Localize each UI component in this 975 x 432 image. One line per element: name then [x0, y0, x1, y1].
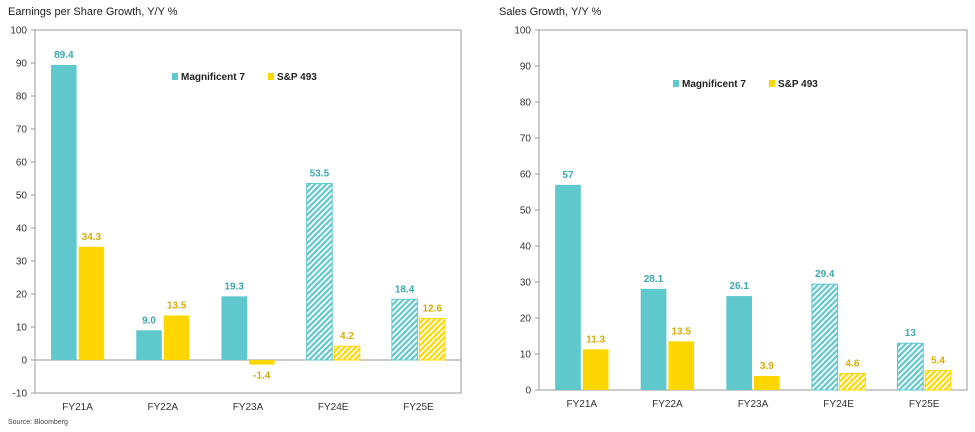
bar-s-p-493-fy22a: [668, 341, 695, 390]
data-label-s-p-493-fy22a: 13.5: [167, 300, 187, 311]
data-label-magnificent-7-fy24e: 53.5: [310, 168, 330, 179]
bar-magnificent-7-fy21a: [555, 184, 581, 390]
y-tick-label: 20: [16, 290, 28, 301]
bar-magnificent-7-fy22a: [640, 288, 667, 390]
x-tick-label-fy23a: FY23A: [233, 402, 264, 413]
y-tick-label: 50: [520, 206, 532, 217]
bar-magnificent-7-fy21a: [51, 64, 77, 360]
bar-magnificent-7-fy22a: [136, 330, 162, 360]
chart-title: Earnings per Share Growth, Y/Y %: [8, 6, 178, 18]
data-label-magnificent-7-fy24e: 29.4: [815, 269, 835, 280]
bar-magnificent-7-fy25e: [391, 298, 418, 361]
y-tick-label: 40: [520, 242, 532, 253]
y-tick-label: 100: [514, 26, 531, 37]
y-tick-label: 30: [16, 257, 28, 268]
sales-growth-chart: Sales Growth, Y/Y % 0 10 20 30 40 50 60 70 80 90 1…: [490, 0, 975, 415]
data-label-s-p-493-fy23a: 3.9: [760, 361, 774, 372]
data-label-s-p-493-fy24e: 4.2: [340, 331, 354, 342]
data-label-magnificent-7-fy25e: 18.4: [395, 284, 415, 295]
legend: Magnificent 7 S&P 493: [172, 72, 317, 83]
x-tick-label-fy22a: FY22A: [652, 399, 683, 410]
x-tick-label-fy25e: FY25E: [909, 399, 940, 410]
y-tick-label: 10: [520, 350, 532, 361]
y-tick-label: 60: [16, 158, 28, 169]
y-tick-label: -10: [13, 389, 28, 400]
y-tick-label: 20: [520, 314, 532, 325]
plot-area-frame: [34, 29, 462, 394]
legend-label-magnificent-7: Magnificent 7: [181, 72, 245, 83]
data-label-magnificent-7-fy21a: 89.4: [54, 50, 74, 61]
data-label-s-p-493-fy24e: 4.6: [845, 358, 859, 369]
legend-label-s-p-493: S&P 493: [778, 79, 818, 90]
data-label-s-p-493-fy22a: 13.5: [672, 326, 692, 337]
bar-s-p-493-fy24e: [839, 372, 866, 391]
legend-swatch-s-p-493: [268, 73, 274, 80]
bar-s-p-493-fy23a: [249, 360, 275, 365]
bar-magnificent-7-fy23a: [726, 296, 752, 390]
x-tick-label-fy22a: FY22A: [148, 402, 179, 413]
data-label-s-p-493-fy23a: -1.4: [253, 371, 271, 382]
data-label-magnificent-7-fy22a: 28.1: [644, 274, 664, 285]
chart-title: Sales Growth, Y/Y %: [499, 6, 602, 18]
y-tick-label: 70: [520, 134, 532, 145]
eps-growth-chart: Earnings per Share Growth, Y/Y % -10 0 10 2…: [0, 0, 480, 415]
y-tick-label: 0: [525, 386, 531, 397]
bar-s-p-493-fy21a: [78, 246, 105, 360]
y-tick-label: 90: [520, 62, 532, 73]
bar-s-p-493-fy22a: [163, 315, 190, 360]
y-tick-label: 30: [520, 278, 532, 289]
bar-magnificent-7-fy25e: [897, 342, 924, 391]
bar-s-p-493-fy25e: [418, 317, 446, 361]
bar-magnificent-7-fy23a: [221, 296, 247, 360]
legend-swatch-magnificent-7: [673, 80, 679, 87]
x-tick-label-fy24e: FY24E: [318, 402, 349, 413]
source-note: Source: Bloomberg: [8, 419, 68, 426]
data-label-s-p-493-fy25e: 12.6: [422, 303, 442, 314]
bar-s-p-493-fy21a: [582, 349, 609, 390]
y-tick-label: 80: [16, 92, 28, 103]
y-tick-label: 10: [16, 323, 28, 334]
legend: Magnificent 7 S&P 493: [673, 79, 818, 90]
y-tick-label: 0: [21, 356, 27, 367]
y-tick-label: 90: [16, 59, 28, 70]
y-tick-label: 50: [16, 191, 28, 202]
bar-magnificent-7-fy24e: [811, 283, 839, 391]
y-tick-label: 70: [16, 125, 28, 136]
data-label-s-p-493-fy21a: 34.3: [82, 232, 102, 243]
bar-s-p-493-fy24e: [333, 345, 361, 361]
x-tick-label-fy25e: FY25E: [403, 402, 434, 413]
eps-chart-svg: -10 0 10 20 30 40 50 60 70 80 90 100 89.4 34.3 FY21A 9.…: [10, 26, 462, 413]
x-tick-label-fy23a: FY23A: [738, 399, 769, 410]
legend-label-s-p-493: S&P 493: [277, 72, 317, 83]
data-label-s-p-493-fy25e: 5.4: [931, 356, 945, 367]
y-tick-label: 80: [520, 98, 532, 109]
x-tick-label-fy21a: FY21A: [62, 402, 93, 413]
bar-s-p-493-fy23a: [754, 375, 780, 390]
bar-s-p-493-fy25e: [924, 370, 952, 391]
legend-label-magnificent-7: Magnificent 7: [682, 79, 746, 90]
data-label-magnificent-7-fy23a: 19.3: [224, 281, 244, 292]
bar-magnificent-7-fy24e: [306, 182, 333, 361]
x-tick-label-fy24e: FY24E: [823, 399, 854, 410]
sales-chart-svg: 0 10 20 30 40 50 60 70 80 90 100 57 11.3 FY21A 28.1 13.…: [514, 26, 968, 410]
legend-swatch-s-p-493: [769, 80, 775, 87]
data-label-magnificent-7-fy21a: 57: [562, 170, 574, 181]
data-label-magnificent-7-fy25e: 13: [905, 328, 917, 339]
data-label-magnificent-7-fy23a: 26.1: [729, 281, 749, 292]
y-tick-label: 60: [520, 170, 532, 181]
legend-swatch-magnificent-7: [172, 73, 178, 80]
data-label-magnificent-7-fy22a: 9.0: [142, 315, 156, 326]
y-tick-label: 100: [10, 26, 27, 37]
data-label-s-p-493-fy21a: 11.3: [586, 334, 605, 345]
y-tick-label: 40: [16, 224, 28, 235]
x-tick-label-fy21a: FY21A: [567, 399, 598, 410]
